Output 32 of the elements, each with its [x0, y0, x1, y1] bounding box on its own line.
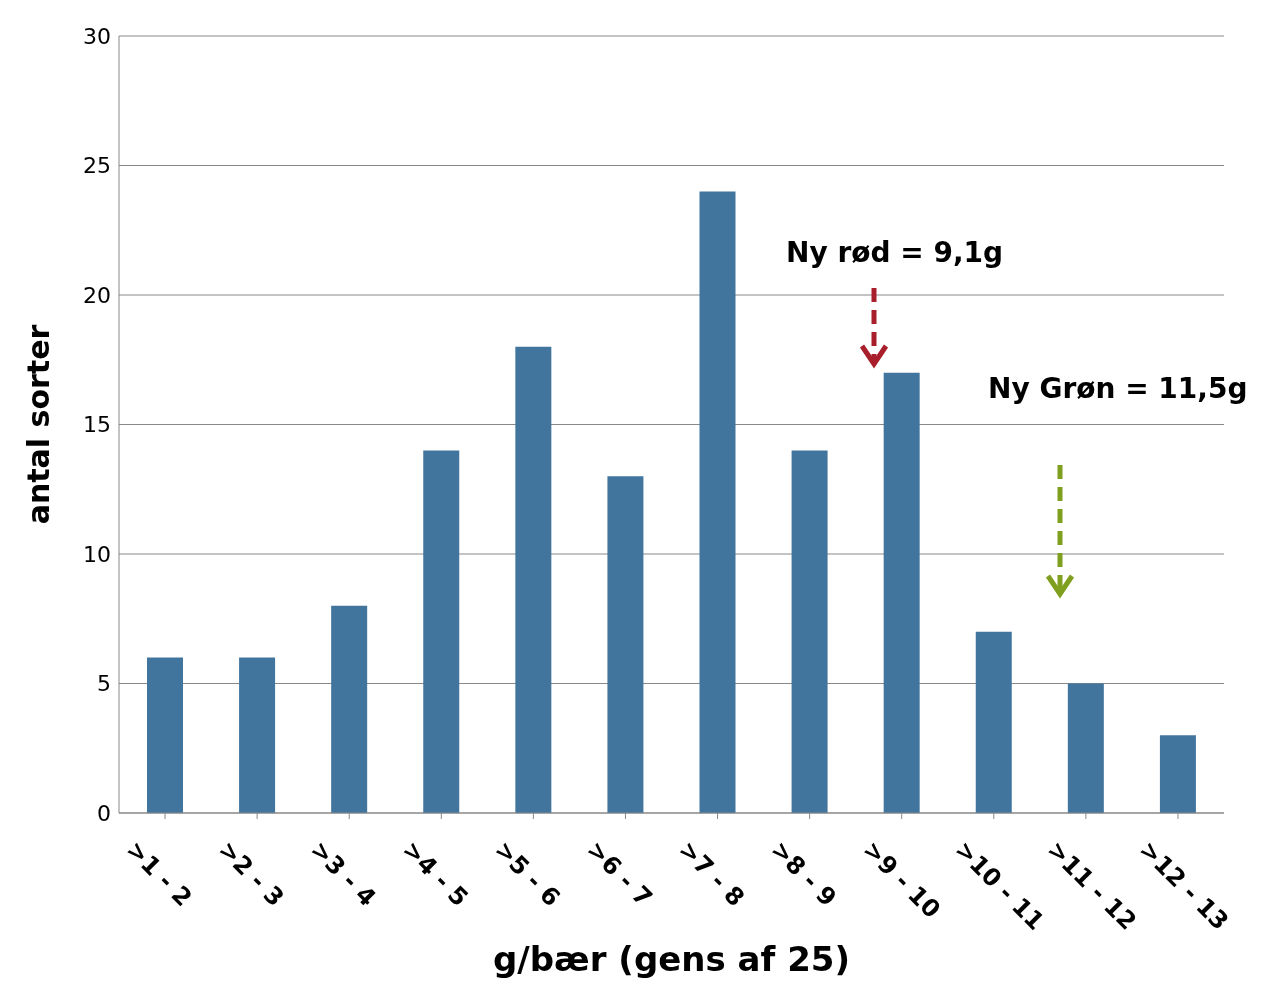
bar — [975, 631, 1012, 813]
x-tick-label: >9 - 10 — [857, 835, 946, 924]
x-tick-label: >3 - 4 — [304, 835, 382, 912]
y-tick-label: 0 — [97, 800, 111, 826]
y-tick-label: 5 — [97, 671, 111, 697]
y-tick-label: 10 — [83, 541, 111, 567]
bar — [791, 450, 828, 813]
annotation: Ny rød = 9,1g — [786, 236, 1004, 269]
bar — [883, 372, 920, 813]
y-tick-label: 15 — [83, 412, 111, 438]
bar — [607, 476, 644, 813]
y-tick-label: 25 — [83, 153, 111, 179]
bar — [239, 657, 276, 813]
bar — [1159, 735, 1196, 813]
x-tick-label: >6 - 7 — [581, 835, 658, 912]
x-tick-label: >4 - 5 — [397, 835, 474, 912]
bar — [515, 346, 552, 813]
x-axis-title: g/bær (gens af 25) — [493, 939, 850, 979]
x-tick-label: >7 - 8 — [673, 835, 750, 912]
x-tick-label: >5 - 6 — [489, 835, 566, 912]
bar — [331, 605, 368, 813]
bar — [423, 450, 460, 813]
x-tick-label: >2 - 3 — [212, 835, 290, 912]
bar — [147, 657, 183, 813]
bar — [1067, 683, 1104, 813]
y-tick-label: 30 — [83, 23, 111, 49]
bar — [699, 191, 736, 813]
x-tick-label: >1 - 2 — [120, 835, 198, 912]
x-tick-label: >8 - 9 — [765, 835, 842, 912]
y-axis-title: antal sorter — [20, 324, 56, 525]
y-tick-label: 20 — [83, 282, 111, 308]
annotation: Ny Grøn = 11,5g — [988, 372, 1248, 405]
